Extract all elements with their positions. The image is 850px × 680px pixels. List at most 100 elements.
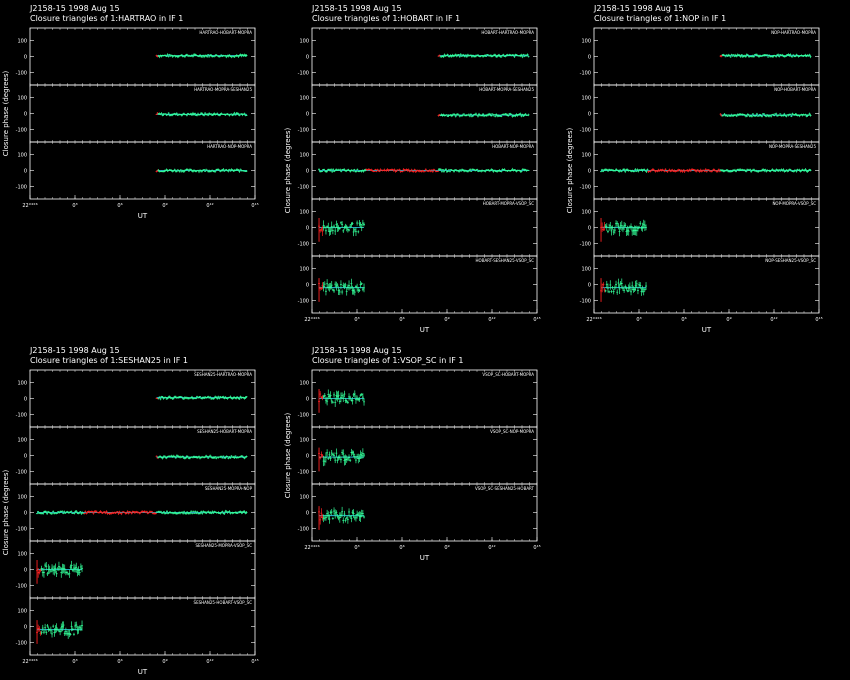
data-point	[346, 400, 349, 405]
data-point	[349, 224, 352, 229]
data-point	[520, 53, 523, 57]
data-point	[323, 225, 326, 229]
data-point	[695, 169, 698, 173]
data-point	[789, 53, 792, 56]
x-tick-label: 0³	[354, 317, 359, 323]
data-point	[791, 56, 794, 58]
data-point	[357, 286, 360, 294]
data-point	[480, 55, 483, 57]
data-point	[373, 170, 376, 172]
data-point	[343, 168, 346, 171]
data-point	[468, 115, 471, 118]
data-point	[335, 220, 338, 228]
data-point	[326, 169, 329, 173]
data-point	[195, 512, 198, 515]
data-point	[189, 511, 192, 515]
data-point	[763, 169, 766, 173]
data-point	[45, 510, 48, 514]
data-point	[601, 168, 604, 171]
data-point	[76, 511, 79, 515]
data-point	[114, 512, 117, 515]
data-point	[642, 219, 645, 229]
data-point	[789, 113, 792, 116]
data-point	[683, 170, 686, 174]
data-point	[639, 221, 642, 226]
data-point	[204, 396, 207, 398]
data-point	[614, 169, 617, 172]
data-point	[484, 170, 487, 173]
data-point	[353, 390, 356, 398]
data-point	[625, 227, 628, 237]
data-point	[77, 626, 80, 634]
data-point	[337, 515, 340, 521]
data-point	[462, 113, 465, 115]
data-point	[327, 389, 330, 400]
data-point	[180, 53, 183, 57]
series-label: VSOP_SC-SESHAN25-HOBART	[475, 486, 535, 491]
data-point	[616, 221, 619, 227]
data-point	[502, 53, 505, 56]
data-point	[164, 113, 167, 115]
data-point	[218, 169, 221, 171]
data-point	[323, 392, 326, 398]
data-point	[460, 55, 463, 57]
data-point	[477, 114, 480, 118]
data-point	[234, 114, 237, 116]
y-tick-label: 100	[299, 267, 309, 273]
data-point	[105, 510, 108, 513]
data-point	[765, 115, 768, 118]
y-tick-label: 0	[306, 55, 309, 61]
data-point	[617, 223, 620, 230]
data-point	[746, 54, 749, 56]
subplot: 100 0 -100 NOP-HARTRAO-MOPRA	[580, 27, 820, 86]
data-point	[444, 168, 447, 171]
series-label: VSOP_SC-HOBART-MOPRA	[482, 372, 534, 377]
data-point	[66, 570, 69, 575]
subplot: 100 0 -100 HARTRAO-HOBART-MOPRA	[16, 27, 256, 86]
data-point	[181, 113, 184, 116]
data-point	[752, 55, 755, 58]
data-point	[703, 170, 706, 173]
data-point	[619, 281, 622, 286]
data-point	[689, 170, 692, 172]
data-point	[795, 113, 798, 116]
data-point	[357, 230, 360, 234]
subplot: 100 0 -100 SESHAN25-MOPRA-NOP	[16, 483, 256, 542]
y-tick-label: 0	[306, 397, 309, 403]
data-point	[386, 168, 389, 171]
data-point	[617, 278, 620, 288]
data-point	[225, 168, 228, 171]
data-point	[189, 456, 192, 459]
y-tick-label: -100	[580, 241, 591, 247]
data-point	[456, 113, 459, 115]
data-point	[230, 455, 233, 457]
data-point	[450, 55, 453, 58]
data-point	[759, 113, 762, 116]
data-point	[778, 55, 781, 58]
data-point	[323, 168, 326, 171]
data-point	[353, 453, 356, 460]
data-point	[349, 515, 352, 519]
data-point	[214, 170, 217, 173]
data-point	[779, 113, 782, 115]
data-point	[64, 512, 67, 514]
data-point	[361, 510, 364, 517]
data-point	[322, 394, 325, 399]
data-point	[324, 227, 327, 235]
subplot: 100 0 -100 VSOP_SC-SESHAN25-HOBART	[298, 483, 538, 542]
y-tick-label: 100	[299, 39, 309, 45]
data-point	[74, 564, 77, 573]
data-point	[351, 221, 354, 225]
data-point	[323, 456, 326, 466]
data-point	[69, 564, 72, 570]
data-point	[59, 566, 62, 570]
data-point	[328, 393, 331, 400]
data-point	[356, 395, 359, 401]
y-tick-label: -100	[16, 583, 27, 589]
data-point	[186, 112, 189, 114]
data-point	[615, 280, 618, 289]
data-point	[334, 226, 337, 236]
data-point	[349, 286, 352, 290]
data-point	[407, 168, 410, 172]
data-point	[64, 627, 67, 636]
